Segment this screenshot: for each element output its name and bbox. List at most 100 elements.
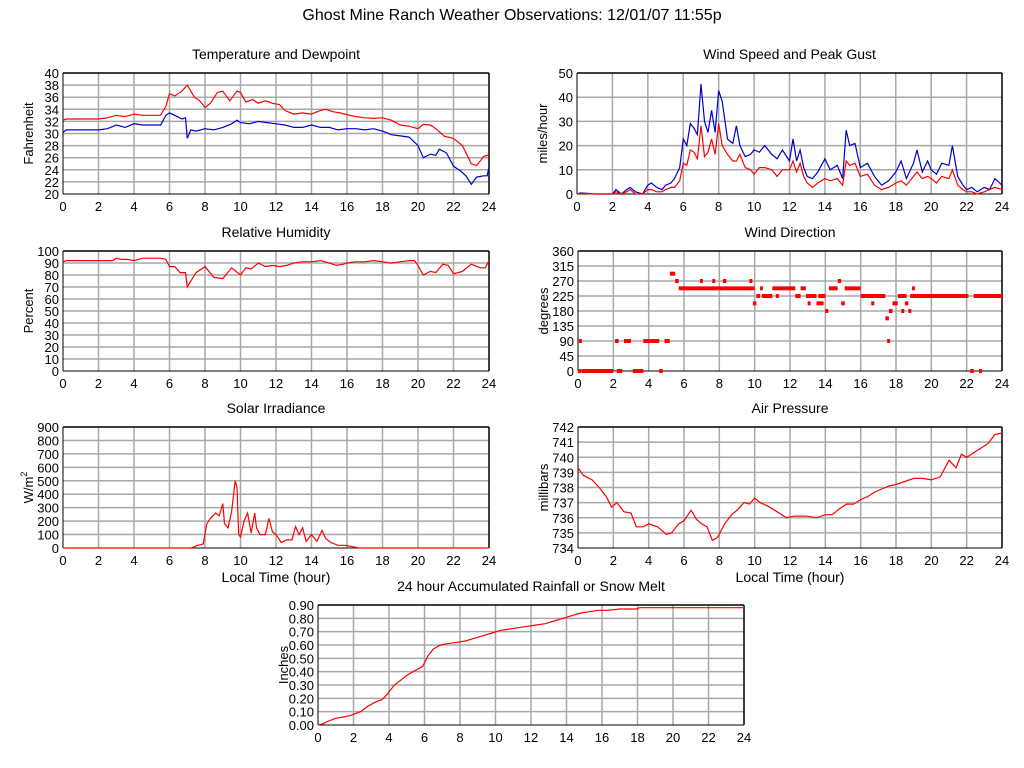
wind-direction-mark [664,339,670,343]
wind-direction-mark [860,294,886,298]
wind-direction-mark [979,369,983,373]
wind-direction-mark [825,309,829,313]
y-axis-label-text: Percent [21,288,36,333]
wind-direction-mark [805,294,817,298]
y-axis-label-text: millibars [536,463,551,511]
y-tick-label: 734 [552,541,574,556]
y-axis-label: miles/hour [535,103,550,164]
x-tick-label: 14 [818,199,832,214]
x-tick-label: 18 [889,553,903,568]
x-tick-label: 6 [680,376,687,391]
x-tick-label: 18 [375,376,389,391]
x-tick-label: 2 [95,553,102,568]
y-tick-label: 45 [560,349,574,364]
y-tick-label: 800 [37,433,59,448]
series-line-relative-humidity [62,257,490,289]
chart-humidity: Relative Humidity01020304050607080901000… [21,224,496,391]
wind-direction-mark [775,294,779,298]
y-tick-label: 10 [45,352,59,367]
x-tick-label: 8 [201,199,208,214]
wind-direction-mark [615,339,619,343]
page-title: Ghost Mine Ranch Weather Observations: 1… [302,7,722,24]
x-tick-label: 2 [610,376,617,391]
y-tick-label: 38 [45,78,59,93]
wind-direction-mark [871,301,875,306]
wind-direction-mark [581,369,614,373]
y-tick-label: 0 [567,364,574,379]
y-tick-label: 700 [37,447,59,462]
chart-rainfall: 24 hour Accumulated Rainfall or Snow Mel… [276,578,751,745]
y-tick-label: 80 [45,268,59,283]
y-tick-label: 10 [559,163,573,178]
x-tick-label: 14 [304,376,318,391]
y-tick-label: 34 [45,102,59,117]
x-tick-label: 22 [959,199,973,214]
x-tick-label: 14 [818,553,832,568]
x-tick-label: 24 [995,376,1009,391]
wind-direction-mark [616,369,623,373]
x-tick-label: 24 [482,553,496,568]
x-axis-label: Local Time (hour) [736,569,845,585]
x-tick-label: 18 [375,553,389,568]
y-tick-label: 32 [45,114,59,129]
y-tick-label: 740 [552,450,574,465]
x-tick-label: 20 [924,376,938,391]
wind-direction-mark [908,309,912,313]
y-tick-label: 50 [45,304,59,319]
wind-direction-mark [816,301,821,306]
y-tick-label: 22 [45,175,59,190]
wind-direction-mark [669,271,676,276]
x-tick-label: 20 [924,553,938,568]
y-axis-label-text: Fahrenheit [21,102,36,165]
x-tick-label: 2 [609,199,616,214]
y-tick-label: 100 [37,528,59,543]
x-tick-label: 20 [411,376,425,391]
y-tick-label: 30 [45,127,59,142]
y-tick-label: 741 [552,435,574,450]
x-tick-label: 20 [924,199,938,214]
x-tick-label: 16 [340,553,354,568]
x-tick-label: 12 [782,199,796,214]
wind-direction-mark [818,294,826,298]
y-tick-label: 300 [37,501,59,516]
y-tick-label: 600 [37,460,59,475]
y-tick-label: 315 [552,259,574,274]
wind-direction-mark [699,279,703,283]
x-tick-label: 8 [201,553,208,568]
y-tick-label: 30 [559,114,573,129]
wind-direction-mark [795,294,801,298]
series-line-accumulated-precipitation [317,607,744,726]
wind-direction-mark [675,279,679,283]
x-tick-label: 16 [595,730,609,745]
y-tick-label: 270 [552,274,574,289]
x-tick-label: 4 [385,730,392,745]
x-tick-label: 16 [853,553,867,568]
x-tick-label: 20 [411,199,425,214]
y-tick-label: 742 [552,420,574,435]
x-tick-label: 0 [59,199,66,214]
x-tick-label: 6 [680,199,687,214]
chart-title: Temperature and Dewpoint [192,46,360,62]
x-tick-label: 18 [889,199,903,214]
y-tick-label: 180 [552,304,574,319]
y-tick-label: 24 [45,163,59,178]
wind-direction-mark [828,286,838,291]
x-tick-label: 20 [666,730,680,745]
wind-direction-mark [904,301,909,306]
x-tick-label: 0 [573,199,580,214]
y-tick-label: 0.70 [289,625,314,640]
x-tick-label: 22 [446,199,460,214]
x-tick-label: 12 [269,553,283,568]
x-tick-label: 12 [783,553,797,568]
wind-direction-mark [892,301,898,306]
chart-title: Wind Direction [744,224,835,240]
x-tick-label: 8 [716,376,723,391]
x-tick-label: 4 [130,376,137,391]
x-tick-label: 4 [644,199,651,214]
x-tick-label: 12 [524,730,538,745]
x-tick-label: 8 [716,553,723,568]
x-tick-label: 22 [959,376,973,391]
y-axis-label: Percent [21,288,36,333]
